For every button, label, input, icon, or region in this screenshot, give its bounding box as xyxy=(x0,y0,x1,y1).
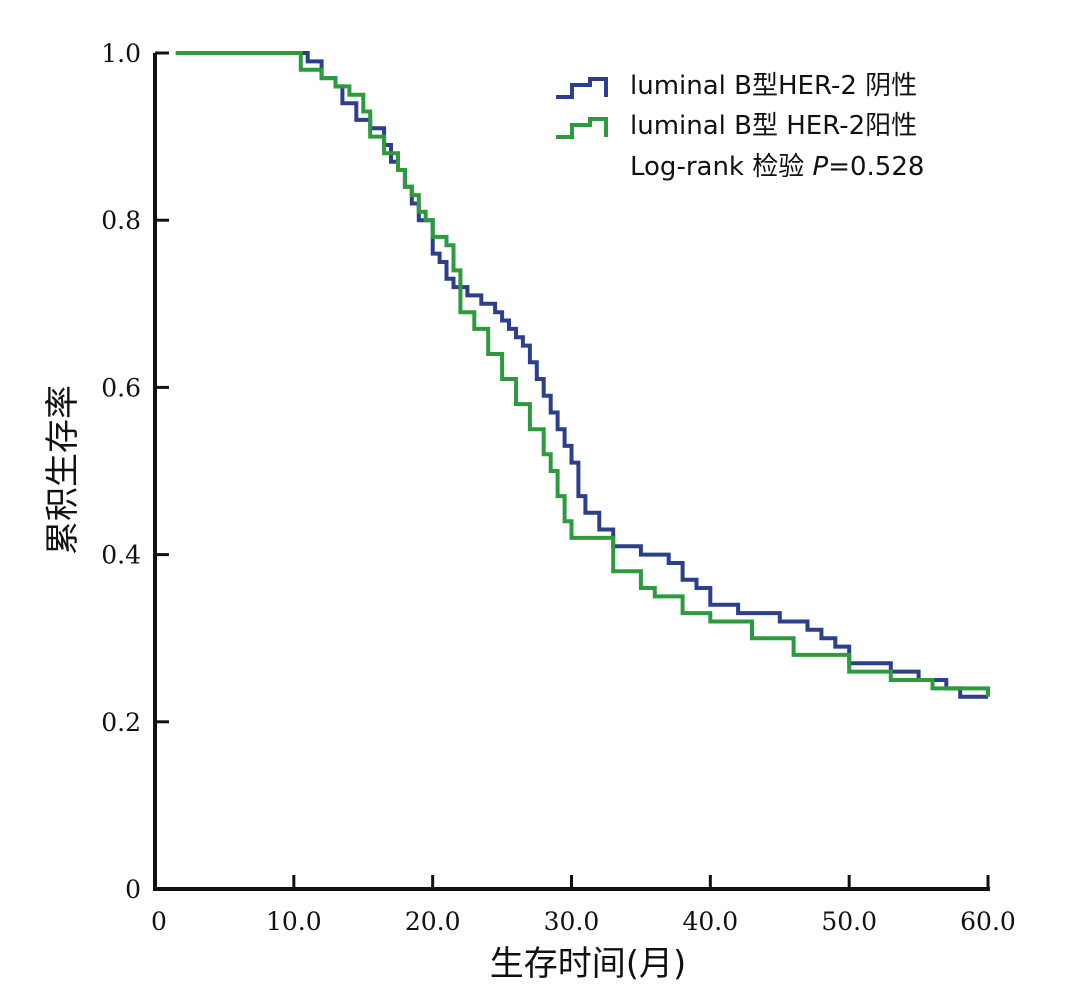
y-tick-label: 0.4 xyxy=(101,541,141,570)
logrank-prefix: Log-rank 检验 xyxy=(630,152,813,182)
legend-label-her2-negative: luminal B型HER-2 阴性 xyxy=(630,71,917,101)
survival-curve-series-1 xyxy=(175,51,990,697)
x-tick-label: 20.0 xyxy=(405,907,461,936)
x-tick-label: 50.0 xyxy=(821,907,877,936)
logrank-p-symbol: P xyxy=(813,152,829,182)
y-tick-label: 0.2 xyxy=(101,708,141,737)
legend-swatch-her2-positive xyxy=(556,117,608,139)
x-tick-label: 30.0 xyxy=(544,907,600,936)
tick-layer: 0 10.0 20.0 30.0 40.0 50.0 60.0 0 0.2 0.4 0.6 0.8 1.… xyxy=(101,39,1016,936)
logrank-value: =0.528 xyxy=(828,152,924,182)
series-layer xyxy=(175,51,990,699)
y-tick-label: 0 xyxy=(125,875,141,904)
x-tick-label: 60.0 xyxy=(960,907,1016,936)
y-tick-label: 0.6 xyxy=(101,373,141,402)
survival-curve-series-0 xyxy=(175,51,988,699)
legend-label-her2-positive: luminal B型 HER-2阳性 xyxy=(630,111,917,141)
x-tick-label: 10.0 xyxy=(266,907,322,936)
logrank-annotation: Log-rank 检验 P=0.528 xyxy=(630,152,924,182)
y-axis-title: 累积生存率 xyxy=(43,385,83,555)
legend-swatch-her2-negative xyxy=(556,77,608,99)
x-axis-title: 生存时间(月) xyxy=(490,944,687,984)
y-tick-label: 1.0 xyxy=(101,39,141,68)
y-tick-label: 0.8 xyxy=(101,206,141,235)
x-tick-label: 40.0 xyxy=(682,907,738,936)
x-tick-label: 0 xyxy=(151,907,167,936)
legend: luminal B型HER-2 阴性 luminal B型 HER-2阳性 Lo… xyxy=(556,71,924,182)
